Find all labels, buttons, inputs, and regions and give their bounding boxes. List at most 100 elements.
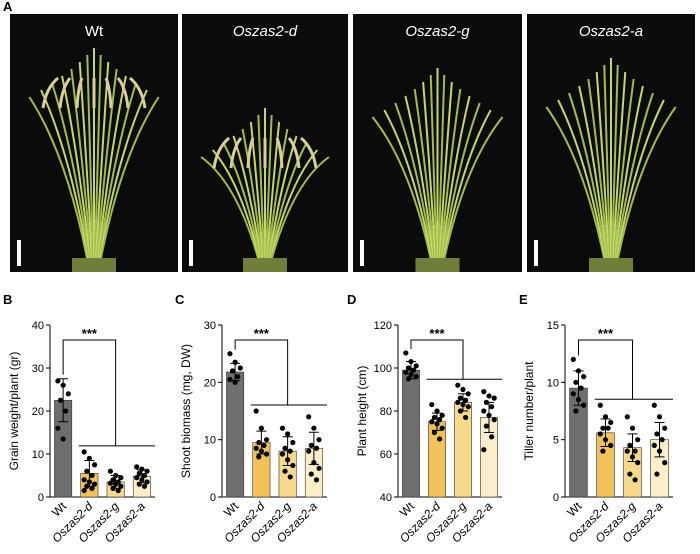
data-point (570, 356, 576, 362)
pot (243, 258, 287, 272)
pot (589, 258, 633, 272)
data-point (84, 468, 90, 474)
data-point (287, 474, 293, 480)
data-point (465, 391, 471, 397)
leaf (271, 156, 330, 259)
leaf (422, 81, 437, 259)
panel-label: E (519, 292, 528, 307)
data-point (308, 442, 314, 448)
y-tick-label: 100 (374, 363, 392, 375)
leaf (266, 121, 281, 259)
significance-bracket (234, 339, 327, 406)
data-point (144, 468, 150, 474)
leaf (371, 116, 432, 259)
data-point (311, 460, 317, 466)
data-point (434, 408, 440, 414)
y-tick-label: 40 (380, 492, 392, 504)
y-axis-label: Shoot biomass (mg, DW) (179, 344, 193, 478)
panicle (116, 77, 130, 109)
data-point (60, 382, 66, 388)
leaf (270, 149, 319, 259)
leaf (241, 128, 263, 259)
data-point (608, 419, 614, 426)
y-axis-label: Plant height (cm) (355, 366, 369, 457)
significance-label: *** (254, 326, 270, 341)
leaf (438, 81, 453, 259)
data-point (629, 454, 636, 460)
leaf (587, 78, 609, 259)
data-point (654, 431, 660, 437)
data-point (279, 451, 286, 457)
data-point (570, 391, 576, 397)
panel-label: D (347, 292, 356, 307)
photo-label: Oszas2-g (405, 23, 470, 40)
data-point (282, 445, 288, 451)
data-point (575, 396, 582, 403)
leaf (249, 121, 264, 259)
data-point (313, 445, 320, 451)
data-point (316, 437, 322, 443)
data-point (460, 401, 466, 408)
data-point (227, 351, 233, 357)
leaf (413, 88, 436, 259)
data-point (602, 414, 609, 420)
panicle (129, 76, 147, 109)
data-point (632, 477, 638, 483)
panicle (229, 137, 243, 169)
data-point (115, 487, 121, 494)
leaf (51, 82, 90, 259)
panicle (41, 76, 59, 109)
x-tick-label: Wt (49, 499, 70, 520)
data-point (483, 423, 489, 429)
data-point (285, 457, 291, 463)
y-tick-label: 60 (380, 449, 392, 461)
pot (415, 258, 460, 272)
data-point (405, 376, 411, 382)
leaf (614, 85, 644, 259)
data-point (282, 468, 288, 474)
significance-label: *** (82, 326, 98, 341)
y-tick-label: 10 (32, 449, 44, 461)
data-point (489, 404, 495, 410)
leaf (440, 95, 471, 259)
data-point (290, 439, 296, 446)
leaf (40, 89, 89, 259)
y-axis-label: Tiller number/plant (522, 361, 536, 461)
data-point (635, 437, 641, 443)
data-point (434, 421, 440, 427)
data-point (253, 408, 259, 414)
panicle (300, 136, 318, 169)
leaf (96, 68, 118, 259)
leaf (616, 99, 665, 259)
data-point (84, 483, 90, 489)
photo-label: Oszas2-d (233, 23, 298, 40)
data-point (656, 414, 663, 420)
leaf (86, 54, 94, 259)
data-point (627, 471, 633, 477)
data-point (136, 481, 142, 487)
data-point (232, 379, 238, 385)
data-point (483, 399, 489, 405)
data-point (256, 439, 262, 446)
leaf (100, 96, 160, 259)
data-point (413, 363, 419, 369)
data-point (627, 442, 633, 448)
data-point (261, 442, 267, 448)
data-point (134, 475, 140, 481)
y-tick-label: 20 (32, 406, 44, 418)
data-point (597, 402, 603, 408)
data-point (110, 485, 116, 491)
data-point (656, 448, 663, 454)
panel-label: C (175, 292, 185, 307)
leaf (200, 156, 259, 259)
data-point (486, 393, 492, 399)
photo: Oszas2-d (182, 14, 348, 272)
panel-label: B (3, 292, 12, 307)
data-point (229, 368, 236, 374)
data-point (455, 399, 461, 405)
leaf (615, 92, 654, 259)
leaf (441, 102, 481, 259)
data-point (263, 451, 270, 457)
